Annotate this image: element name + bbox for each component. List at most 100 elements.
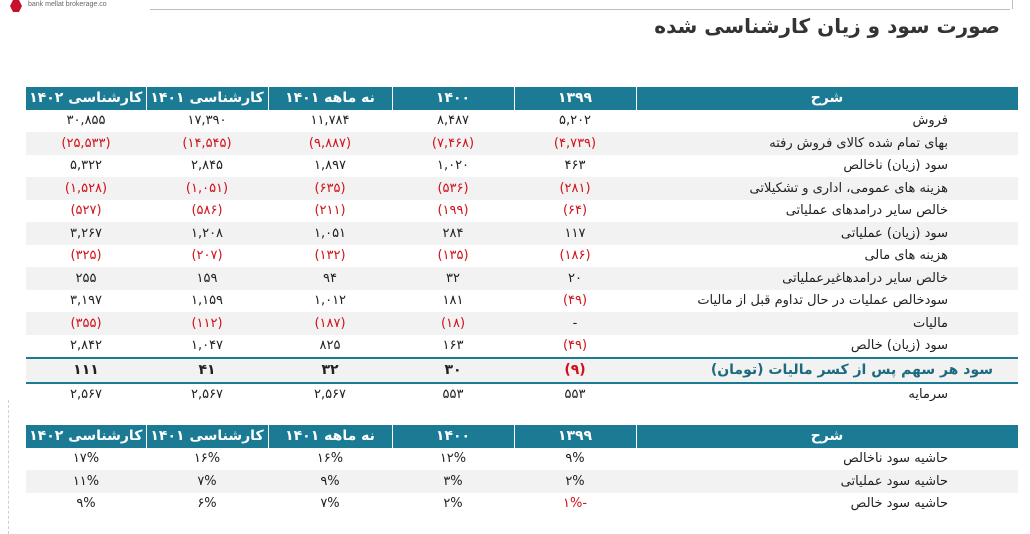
value-cell: ۲۵۵ (26, 267, 146, 290)
row-label: بهای تمام شده کالای فروش رفته (636, 132, 1018, 155)
value-cell: (۴,۷۳۹) (514, 132, 636, 155)
value-cell: ۱۲% (392, 447, 514, 470)
table-row: ۳۰,۸۵۵ ۱۷,۳۹۰ ۱۱,۷۸۴ ۸,۴۸۷ ۵,۲۰۲ فروش (26, 109, 1018, 132)
value-cell: ۳% (392, 470, 514, 493)
value-cell: ۱,۰۲۰ (392, 154, 514, 177)
value-cell: (۲۱۱) (268, 199, 392, 222)
value-cell: ۱,۱۵۹ (146, 289, 268, 312)
table-row: ۹% ۶% ۷% ۲% -۱% حاشیه سود خالص (26, 492, 1018, 515)
column-header: کارشناسی ۱۴۰۲ (26, 425, 147, 448)
table-row: ۱۱۱ ۴۱ ۳۲ ۳۰ (۹) سود هر سهم پس از کسر مالیات … (26, 357, 1018, 384)
value-cell: ۱۸۱ (392, 289, 514, 312)
value-cell: ۲,۵۶۷ (268, 382, 392, 406)
table-row: ۳,۲۶۷ ۱,۲۰۸ ۱,۰۵۱ ۲۸۴ ۱۱۷ سود (زیان) عملیاتی (26, 222, 1018, 245)
value-cell: (۱۳۲) (268, 244, 392, 267)
column-header: ۱۴۰۰ (392, 425, 515, 448)
top-divider (150, 9, 1010, 10)
value-cell: ۱۵۹ (146, 267, 268, 290)
value-cell: ۱,۲۰۸ (146, 222, 268, 245)
value-cell: ۳۰,۸۵۵ (26, 109, 146, 132)
column-header: کارشناسی ۱۴۰۱ (146, 87, 269, 110)
row-label: هزینه های عمومی، اداری و تشکیلاتی (636, 177, 1018, 200)
row-label: حاشیه سود عملیاتی (636, 470, 1018, 493)
value-cell: (۴۹) (514, 289, 636, 312)
table-row: (۲۵,۵۳۳) (۱۴,۵۴۵) (۹,۸۸۷) (۷,۴۶۸) (۴,۷۳۹) بها… (26, 132, 1018, 155)
logo-text: bank mellat brokerage.co (28, 1, 107, 8)
value-cell: ۲,۵۶۷ (146, 382, 268, 406)
table-row: ۲۵۵ ۱۵۹ ۹۴ ۳۲ ۲۰ خالص سایر درامدهاغیرعملیاتی (26, 267, 1018, 290)
value-cell: - (514, 312, 636, 335)
value-cell: (۶۴) (514, 199, 636, 222)
table-row: ۱۷% ۱۶% ۱۶% ۱۲% ۹% حاشیه سود ناخالص (26, 447, 1018, 470)
table-row: (۳۲۵) (۲۰۷) (۱۳۲) (۱۳۵) (۱۸۶) هزینه های مالی (26, 244, 1018, 267)
row-label: هزینه های مالی (636, 244, 1018, 267)
row-label: مالیات (636, 312, 1018, 335)
value-cell: (۹) (514, 357, 636, 384)
value-cell: (۲۵,۵۳۳) (26, 132, 146, 155)
value-cell: ۱,۰۱۲ (268, 289, 392, 312)
value-cell: ۸۲۵ (268, 334, 392, 358)
value-cell: ۲۰ (514, 267, 636, 290)
income-statement-table: کارشناسی ۱۴۰۲ کارشناسی ۱۴۰۱ نه ماهه ۱۴۰۱ ۱۴… (26, 87, 1019, 406)
table-row: (۳۵۵) (۱۱۲) (۱۸۷) (۱۸) - مالیات (26, 312, 1018, 335)
table-row: ۵,۳۲۲ ۲,۸۴۵ ۱,۸۹۷ ۱,۰۲۰ ۴۶۳ سود (زیان) ناخالص (26, 154, 1018, 177)
column-header: نه ماهه ۱۴۰۱ (268, 425, 393, 448)
value-cell: (۱۸) (392, 312, 514, 335)
value-cell: ۷% (268, 492, 392, 515)
value-cell: ۷% (146, 470, 268, 493)
value-cell: ۵۵۳ (514, 382, 636, 406)
table-row: ۱۱% ۷% ۹% ۳% ۲% حاشیه سود عملیاتی (26, 470, 1018, 493)
row-label: سود (زیان) عملیاتی (636, 222, 1018, 245)
value-cell: ۱۱,۷۸۴ (268, 109, 392, 132)
value-cell: ۲,۸۴۵ (146, 154, 268, 177)
value-cell: ۱۶% (146, 447, 268, 470)
value-cell: ۹% (268, 470, 392, 493)
value-cell: (۱,۵۲۸) (26, 177, 146, 200)
value-cell: ۱,۰۴۷ (146, 334, 268, 358)
value-cell: ۳,۲۶۷ (26, 222, 146, 245)
column-header: ۱۴۰۰ (392, 87, 515, 110)
value-cell: ۲,۸۴۲ (26, 334, 146, 358)
value-cell: (۳۵۵) (26, 312, 146, 335)
value-cell: ۳۰ (392, 357, 514, 384)
value-cell: ۲,۵۶۷ (26, 382, 146, 406)
value-cell: (۴۹) (514, 334, 636, 358)
value-cell: ۱,۰۵۱ (268, 222, 392, 245)
value-cell: (۲۰۷) (146, 244, 268, 267)
value-cell: (۷,۴۶۸) (392, 132, 514, 155)
value-cell: ۱۶۳ (392, 334, 514, 358)
row-label: حاشیه سود خالص (636, 492, 1018, 515)
column-header: نه ماهه ۱۴۰۱ (268, 87, 393, 110)
value-cell: (۱۸۶) (514, 244, 636, 267)
value-cell: (۱۸۷) (268, 312, 392, 335)
row-label: سود هر سهم پس از کسر مالیات (تومان) (636, 357, 1018, 384)
value-cell: ۱۱۷ (514, 222, 636, 245)
margin-table: کارشناسی ۱۴۰۲ کارشناسی ۱۴۰۱ نه ماهه ۱۴۰۱ ۱۴… (26, 425, 1019, 515)
table-row: ۲,۸۴۲ ۱,۰۴۷ ۸۲۵ ۱۶۳ (۴۹) سود (زیان) خالص (26, 334, 1018, 358)
row-label: خالص سایر درامدهای عملیاتی (636, 199, 1018, 222)
value-cell: -۱% (514, 492, 636, 515)
value-cell: ۶% (146, 492, 268, 515)
value-cell: ۱,۸۹۷ (268, 154, 392, 177)
table-row: (۵۲۷) (۵۸۶) (۲۱۱) (۱۹۹) (۶۴) خالص سایر درامده… (26, 199, 1018, 222)
value-cell: (۱۱۲) (146, 312, 268, 335)
value-cell: ۱۶% (268, 447, 392, 470)
value-cell: ۱۱۱ (26, 357, 146, 384)
row-label: سودخالص عملیات در حال تداوم قبل از مالیا… (636, 289, 1018, 312)
value-cell: ۵۵۳ (392, 382, 514, 406)
value-cell: (۵۲۷) (26, 199, 146, 222)
value-cell: (۱,۰۵۱) (146, 177, 268, 200)
column-header: کارشناسی ۱۴۰۲ (26, 87, 147, 110)
row-label: خالص سایر درامدهاغیرعملیاتی (636, 267, 1018, 290)
value-cell: ۱۷,۳۹۰ (146, 109, 268, 132)
row-label: سود (زیان) ناخالص (636, 154, 1018, 177)
value-cell: (۳۲۵) (26, 244, 146, 267)
column-header: کارشناسی ۱۴۰۱ (146, 425, 269, 448)
value-cell: ۱۱% (26, 470, 146, 493)
value-cell: ۳,۱۹۷ (26, 289, 146, 312)
value-cell: ۴۶۳ (514, 154, 636, 177)
table-header-row: کارشناسی ۱۴۰۲ کارشناسی ۱۴۰۱ نه ماهه ۱۴۰۱ ۱۴… (26, 425, 1019, 448)
row-label: حاشیه سود ناخالص (636, 447, 1018, 470)
value-cell: (۲۸۱) (514, 177, 636, 200)
broker-logo: bank mellat brokerage.co (10, 0, 200, 14)
